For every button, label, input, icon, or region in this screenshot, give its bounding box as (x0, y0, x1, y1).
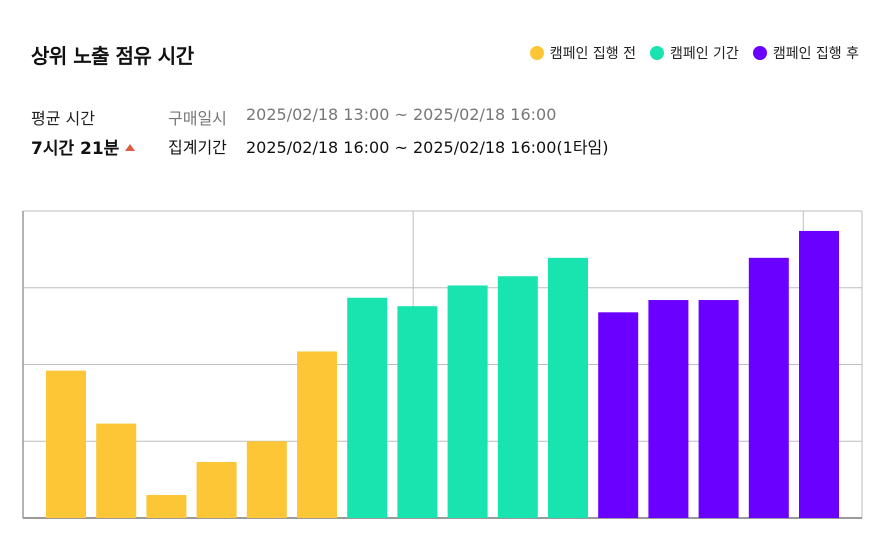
chart-title: 상위 노출 점유 시간 (31, 44, 194, 68)
legend-item-before[interactable]: 캠페인 집행 전 (529, 43, 636, 63)
bar-before (297, 351, 337, 518)
bar-before (196, 461, 237, 518)
bar-after (648, 300, 689, 518)
bar-during (447, 285, 488, 518)
bar-after (698, 300, 739, 518)
average-time-value: 7시간 21분 (31, 134, 136, 159)
bar-after (748, 257, 789, 518)
bar-after (598, 312, 639, 518)
average-time-label: 평균 시간 (31, 109, 95, 128)
purchase-date-row: 구매일시 2025/02/18 13:00 ~ 2025/02/18 16:00 (168, 105, 556, 129)
legend-dot-after (752, 46, 767, 60)
average-time-text: 7시간 21분 (31, 139, 120, 159)
trend-up-icon (125, 144, 136, 151)
bar-before (246, 441, 287, 518)
aggregate-period-row: 집계기간 2025/02/18 16:00 ~ 2025/02/18 16:00… (168, 134, 609, 158)
bar-during (497, 276, 538, 518)
purchase-date-label: 구매일시 (168, 109, 227, 128)
bar-during (397, 306, 438, 518)
bar-during (347, 297, 388, 518)
aggregate-period-label: 집계기간 (168, 138, 227, 157)
bar-before (146, 494, 187, 518)
legend-label-after: 캠페인 집행 후 (772, 46, 859, 62)
legend-item-after[interactable]: 캠페인 집행 후 (752, 43, 859, 63)
aggregate-period-value: 2025/02/18 16:00 ~ 2025/02/18 16:00(1타임) (246, 138, 609, 157)
legend-label-before: 캠페인 집행 전 (549, 46, 636, 62)
bar-before (96, 423, 137, 518)
bar-before (46, 370, 86, 518)
legend-label-during: 캠페인 기간 (669, 46, 739, 62)
bar-after (799, 230, 839, 518)
bar-during (548, 257, 588, 518)
legend: 캠페인 집행 전 캠페인 기간 캠페인 집행 후 (529, 43, 859, 63)
legend-dot-before (529, 46, 544, 60)
purchase-date-value: 2025/02/18 13:00 ~ 2025/02/18 16:00 (246, 105, 557, 124)
legend-dot-during (649, 46, 664, 60)
chart-bars (46, 230, 839, 518)
legend-item-during[interactable]: 캠페인 기간 (649, 43, 739, 63)
